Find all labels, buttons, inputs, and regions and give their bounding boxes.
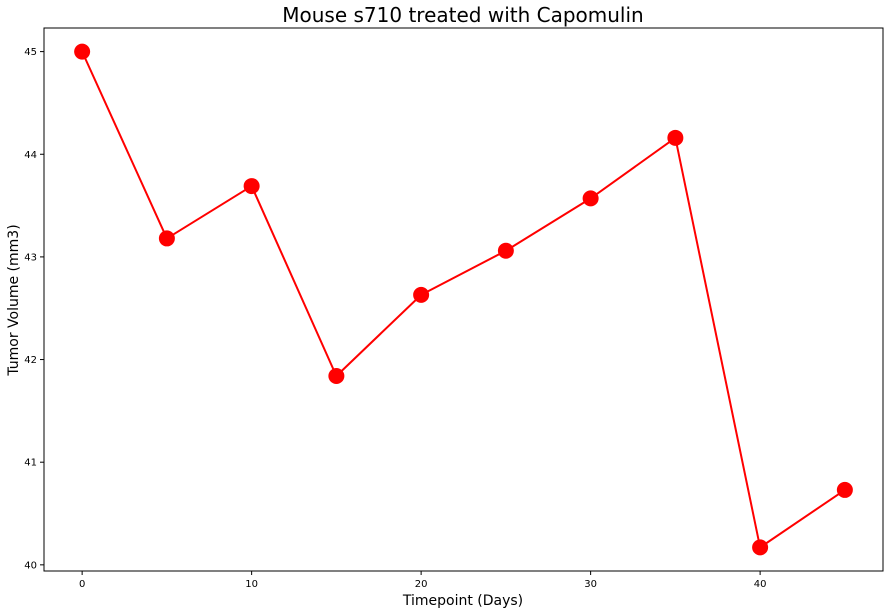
x-tick-label: 20 xyxy=(415,579,428,590)
x-tick-label: 0 xyxy=(79,579,85,590)
data-point xyxy=(74,43,91,60)
data-point xyxy=(582,190,599,207)
data-point xyxy=(413,286,430,303)
x-tick-label: 10 xyxy=(245,579,258,590)
plot-area xyxy=(43,27,884,572)
y-tick-label: 45 xyxy=(24,47,37,58)
y-tick-label: 44 xyxy=(24,150,37,161)
data-point xyxy=(752,539,769,556)
y-axis-label: Tumor Volume (mm3) xyxy=(6,224,22,376)
x-tick-label: 40 xyxy=(754,579,767,590)
data-point xyxy=(243,178,260,195)
x-tick-label: 30 xyxy=(584,579,597,590)
x-axis-ticks: 0 10 20 30 40 xyxy=(79,571,767,590)
axes-frame xyxy=(43,27,884,572)
y-tick-label: 41 xyxy=(24,458,37,469)
data-point xyxy=(497,242,514,259)
y-axis-ticks: 40 41 42 43 44 45 xyxy=(24,47,44,571)
y-tick-label: 42 xyxy=(24,355,37,366)
data-point xyxy=(158,230,175,247)
series-line xyxy=(81,51,846,549)
data-point xyxy=(328,367,345,384)
chart-title: Mouse s710 treated with Capomulin xyxy=(282,3,643,27)
y-tick-label: 40 xyxy=(24,560,37,571)
data-point xyxy=(836,481,853,498)
y-tick-label: 43 xyxy=(24,252,37,263)
data-point xyxy=(667,129,684,146)
x-axis-label: Timepoint (Days) xyxy=(402,593,523,609)
series-layer xyxy=(74,43,853,556)
